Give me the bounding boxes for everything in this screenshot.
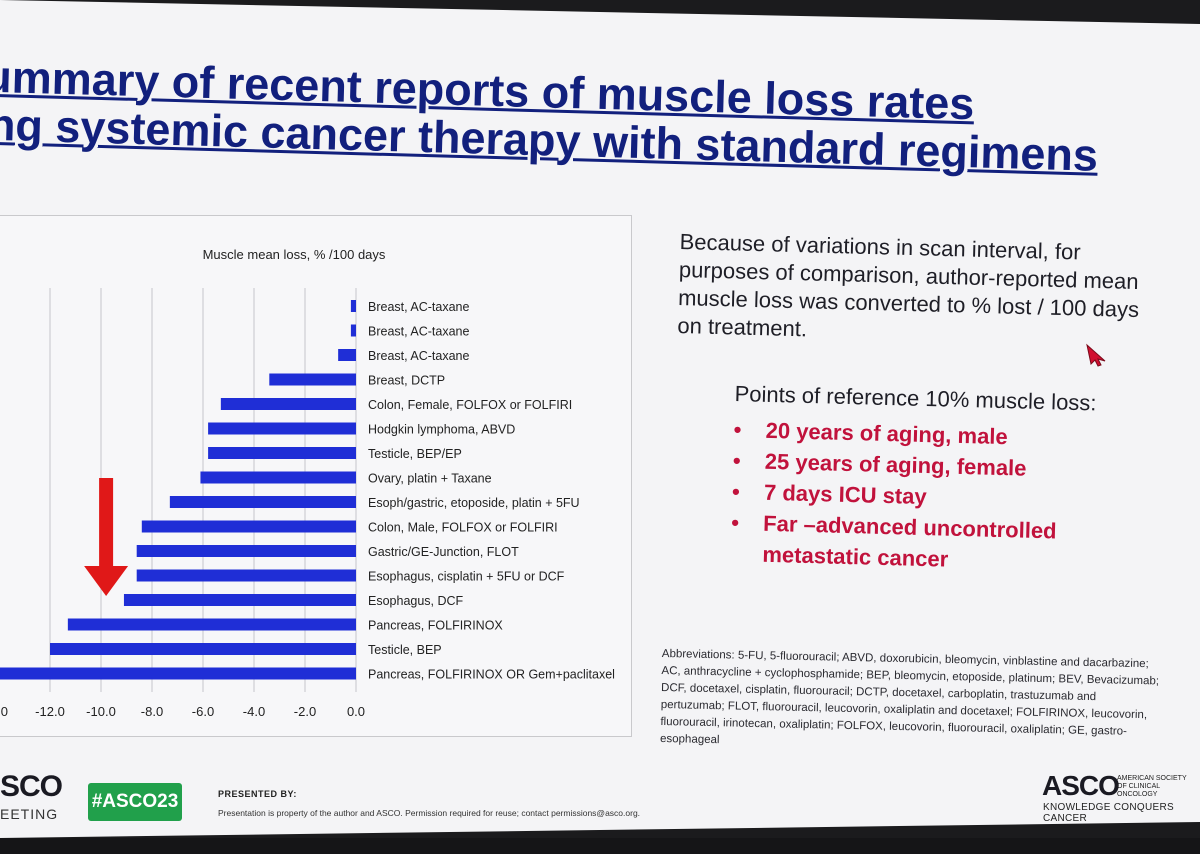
bullet-icon: •	[730, 509, 740, 536]
bar	[208, 447, 356, 459]
category-label: Breast, AC-taxane	[368, 300, 469, 314]
bar	[136, 545, 356, 557]
x-tick-label: 0.0	[347, 704, 365, 719]
category-label: Pancreas, FOLFIRINOX	[368, 619, 503, 633]
reference-intro: Points of reference 10% muscle loss:	[734, 380, 1097, 416]
reference-list: • 20 years of aging, male • 25 years of agi…	[730, 414, 1164, 580]
bar	[136, 569, 356, 582]
bar	[67, 618, 356, 631]
x-tick-label: -4.0	[243, 704, 265, 719]
bar	[0, 667, 357, 680]
screen-bottom-edge	[0, 838, 1200, 854]
category-label: Testicle, BEP	[368, 643, 442, 657]
copyright-notice: Presentation is property of the author a…	[218, 808, 641, 818]
bar	[269, 373, 356, 386]
category-label: Pancreas, FOLFIRINOX OR Gem+paclitaxel	[368, 668, 615, 682]
bullet-icon: •	[732, 447, 741, 474]
category-label: Testicle, BEP/EP	[368, 447, 462, 461]
reference-item-text: 7 days ICU stay	[763, 479, 927, 510]
chart-panel: Muscle mean loss, % /100 days 4.0 -12.0 -10…	[0, 215, 632, 737]
asco-logo-left: SCO	[0, 770, 63, 803]
arrow-shaft	[99, 478, 114, 570]
slide-title: summary of recent reports of muscle loss…	[0, 50, 1140, 181]
bar	[50, 643, 356, 655]
bar	[338, 349, 356, 361]
category-label: Esophagus, DCF	[368, 594, 464, 608]
abbreviations-text: Abbreviations: 5-FU, 5-fluorouracil; ABV…	[659, 647, 1160, 747]
category-label: Breast, DCTP	[368, 374, 445, 388]
bullet-icon: •	[733, 416, 742, 443]
chart-title: Muscle mean loss, % /100 days	[203, 247, 386, 262]
reference-item-text: 20 years of aging, male	[765, 417, 1009, 450]
bar	[200, 471, 356, 484]
bar	[220, 398, 356, 410]
asco-logo-right: ASCO	[1042, 770, 1120, 801]
category-label: Colon, Female, FOLFOX or FOLFIRI	[368, 398, 572, 412]
category-label: Hodgkin lymphoma, ABVD	[368, 423, 515, 437]
bar	[350, 324, 356, 337]
bar	[350, 300, 356, 312]
bar	[141, 520, 356, 533]
reference-item-text: Far –advanced uncontrolled metastatic ca…	[762, 510, 1057, 572]
asco-org-name: AMERICAN SOCIETY OF CLINICAL ONCOLOGY	[1117, 775, 1187, 798]
bar	[169, 496, 356, 508]
reference-item: • Far –advanced uncontrolled metastatic c…	[730, 507, 1161, 580]
x-tick-label: -2.0	[294, 704, 316, 719]
arrow-head	[84, 566, 129, 596]
x-tick-label: -12.0	[35, 704, 65, 719]
explanation-text: Because of variations in scan interval, …	[677, 228, 1140, 342]
category-label: Breast, AC-taxane	[368, 325, 469, 339]
x-tick-label: -6.0	[192, 704, 214, 719]
x-tick-label: -8.0	[141, 704, 163, 719]
x-tick-label: -10.0	[86, 704, 116, 719]
hashtag-badge: #ASCO23	[88, 783, 182, 821]
category-label: Esoph/gastric, etoposide, platin + 5FU	[368, 496, 580, 510]
asco-tagline: KNOWLEDGE CONQUERS CANCER	[1043, 802, 1174, 824]
reference-item-text: 25 years of aging, female	[764, 448, 1027, 481]
category-label: Colon, Male, FOLFOX or FOLFIRI	[368, 521, 558, 535]
bar	[123, 594, 356, 606]
bullet-icon: •	[731, 478, 741, 505]
category-label: Gastric/GE-Junction, FLOT	[368, 545, 519, 559]
presented-by-label: PRESENTED BY:	[218, 789, 297, 799]
bar	[208, 422, 356, 435]
category-label: Breast, AC-taxane	[368, 349, 469, 363]
reference-block: Points of reference 10% muscle loss: • 20…	[730, 380, 1165, 580]
muscle-loss-bar-chart: Muscle mean loss, % /100 days 4.0 -12.0 -10…	[0, 247, 615, 719]
cursor-arrow-icon	[1086, 343, 1106, 367]
category-label: Esophagus, cisplatin + 5FU or DCF	[368, 570, 565, 584]
meeting-label: EETING	[0, 806, 59, 822]
x-tick-label: 4.0	[0, 704, 8, 719]
red-down-arrow-icon	[84, 478, 129, 596]
category-label: Ovary, platin + Taxane	[368, 472, 492, 486]
